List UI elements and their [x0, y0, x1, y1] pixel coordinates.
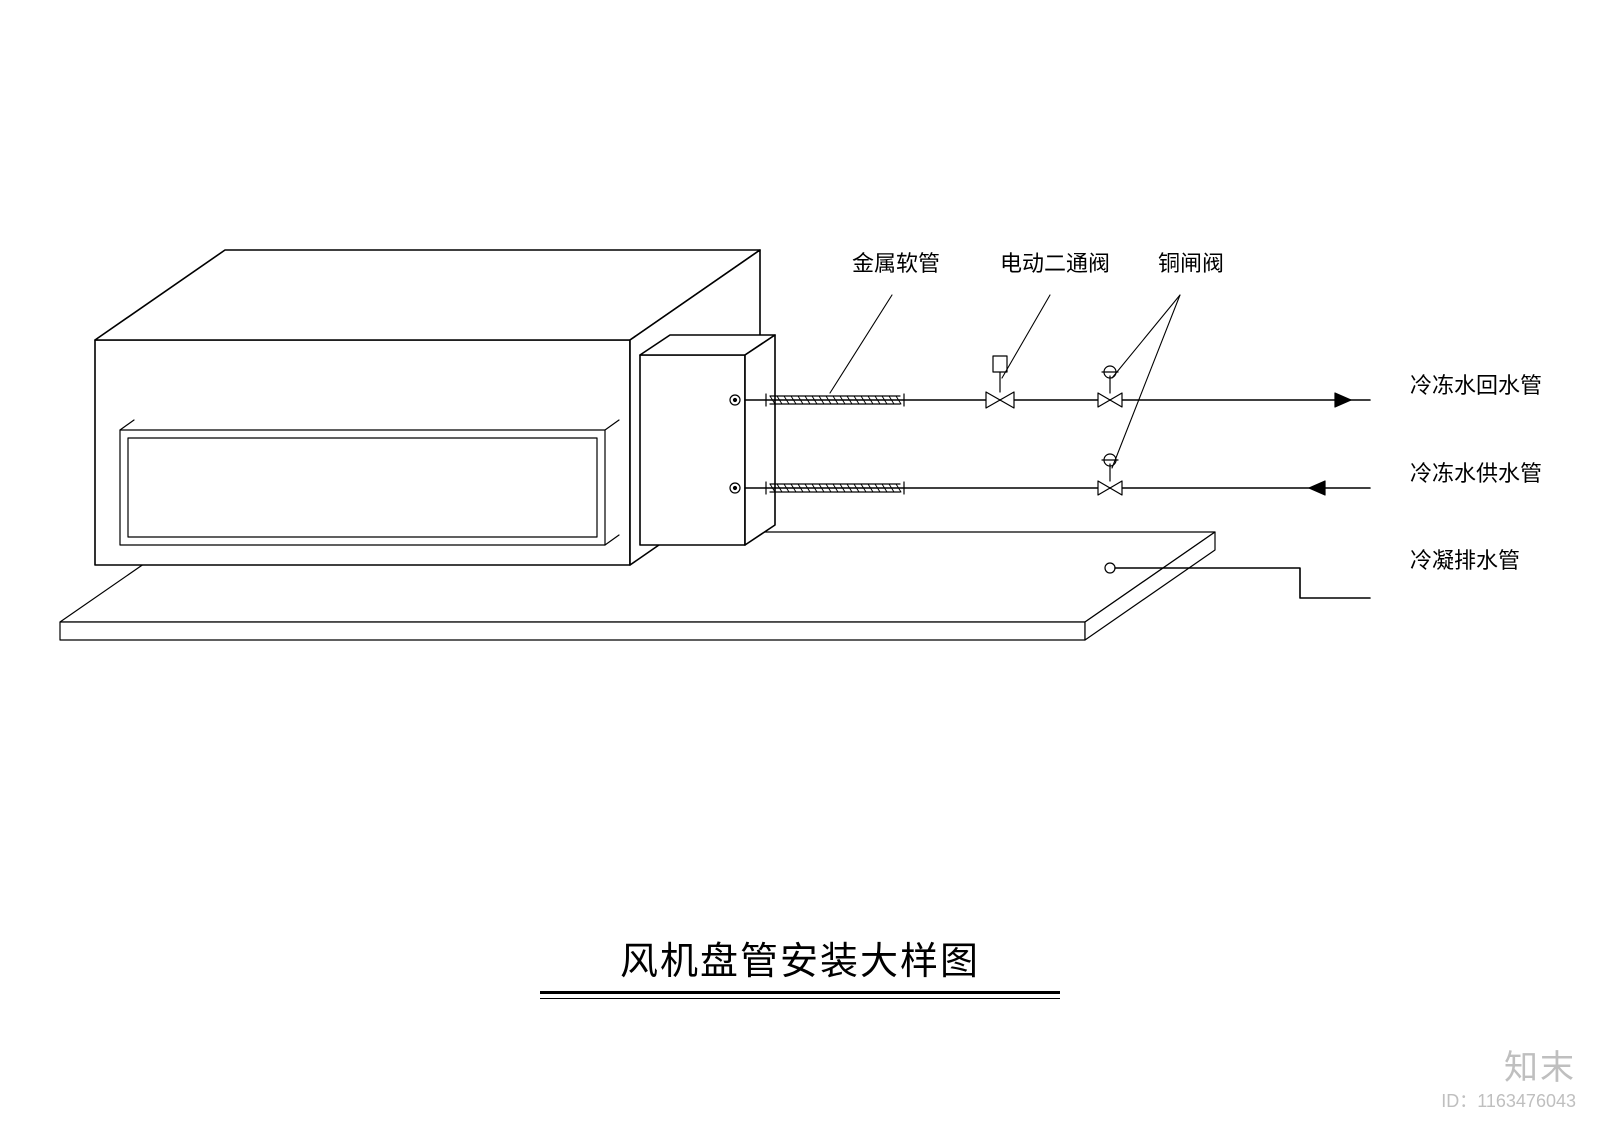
watermark-brand: 知末 — [1441, 1051, 1576, 1085]
title-underline-thick — [540, 991, 1060, 994]
label-gate-valve: 铜闸阀 — [1158, 246, 1224, 278]
label-two-way-valve: 电动二通阀 — [1000, 246, 1110, 278]
drawing-title-block: 风机盘管安装大样图 — [480, 930, 1120, 999]
watermark-id: ID：1163476043 — [1441, 1087, 1576, 1113]
label-supply-pipe: 冷冻水供水管 — [1410, 456, 1542, 488]
label-drain-pipe: 冷凝排水管 — [1410, 543, 1520, 575]
drawing-title: 风机盘管安装大样图 — [480, 930, 1120, 985]
watermark: 知末 ID：1163476043 — [1441, 1051, 1576, 1113]
label-metal-hose: 金属软管 — [852, 246, 940, 278]
title-underline-thin — [540, 998, 1060, 999]
label-return-pipe: 冷冻水回水管 — [1410, 368, 1542, 400]
